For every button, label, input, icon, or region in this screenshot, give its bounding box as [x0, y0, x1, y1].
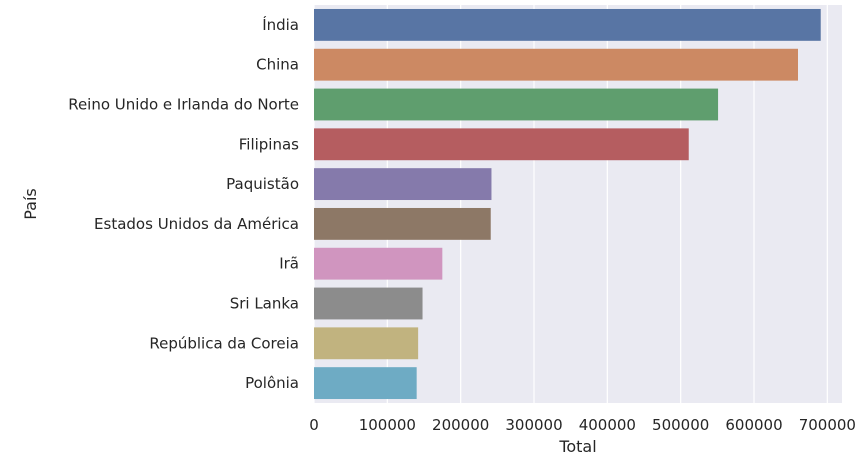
bar — [314, 8, 821, 41]
x-tick-label: 400000 — [579, 416, 636, 434]
bar — [314, 327, 419, 360]
bar — [314, 247, 443, 280]
x-tick-label: 0 — [309, 416, 319, 434]
bar — [314, 168, 492, 201]
y-tick-label: Reino Unido e Irlanda do Norte — [68, 96, 299, 114]
y-tick-label: Filipinas — [239, 135, 299, 153]
bar — [314, 207, 491, 240]
x-tick-label: 500000 — [652, 416, 709, 434]
x-tick-label: 700000 — [799, 416, 856, 434]
bar — [314, 48, 798, 81]
y-tick-label: Sri Lanka — [230, 295, 299, 313]
y-tick-label: Polônia — [245, 374, 299, 392]
y-tick-label: Paquistão — [226, 175, 299, 193]
y-axis-title: País — [21, 188, 40, 220]
y-tick-labels: Índia China Reino Unido e Irlanda do Norte… — [68, 15, 299, 392]
x-tick-label: 600000 — [725, 416, 782, 434]
x-axis-title: Total — [558, 437, 596, 456]
x-tick-label: 100000 — [359, 416, 416, 434]
bar — [314, 367, 417, 400]
y-tick-label: China — [256, 56, 299, 74]
bar — [314, 88, 719, 121]
x-tick-labels: 0 100000 200000 300000 400000 500000 600000 700… — [309, 416, 856, 434]
bar — [314, 287, 423, 320]
x-tick-label: 300000 — [505, 416, 562, 434]
y-tick-label: Estados Unidos da América — [94, 215, 299, 233]
x-tick-label: 200000 — [432, 416, 489, 434]
y-tick-label: República da Coreia — [149, 334, 299, 352]
y-tick-label: Índia — [262, 15, 299, 34]
bar — [314, 128, 689, 161]
bars — [314, 8, 821, 400]
y-tick-label: Irã — [279, 255, 299, 273]
